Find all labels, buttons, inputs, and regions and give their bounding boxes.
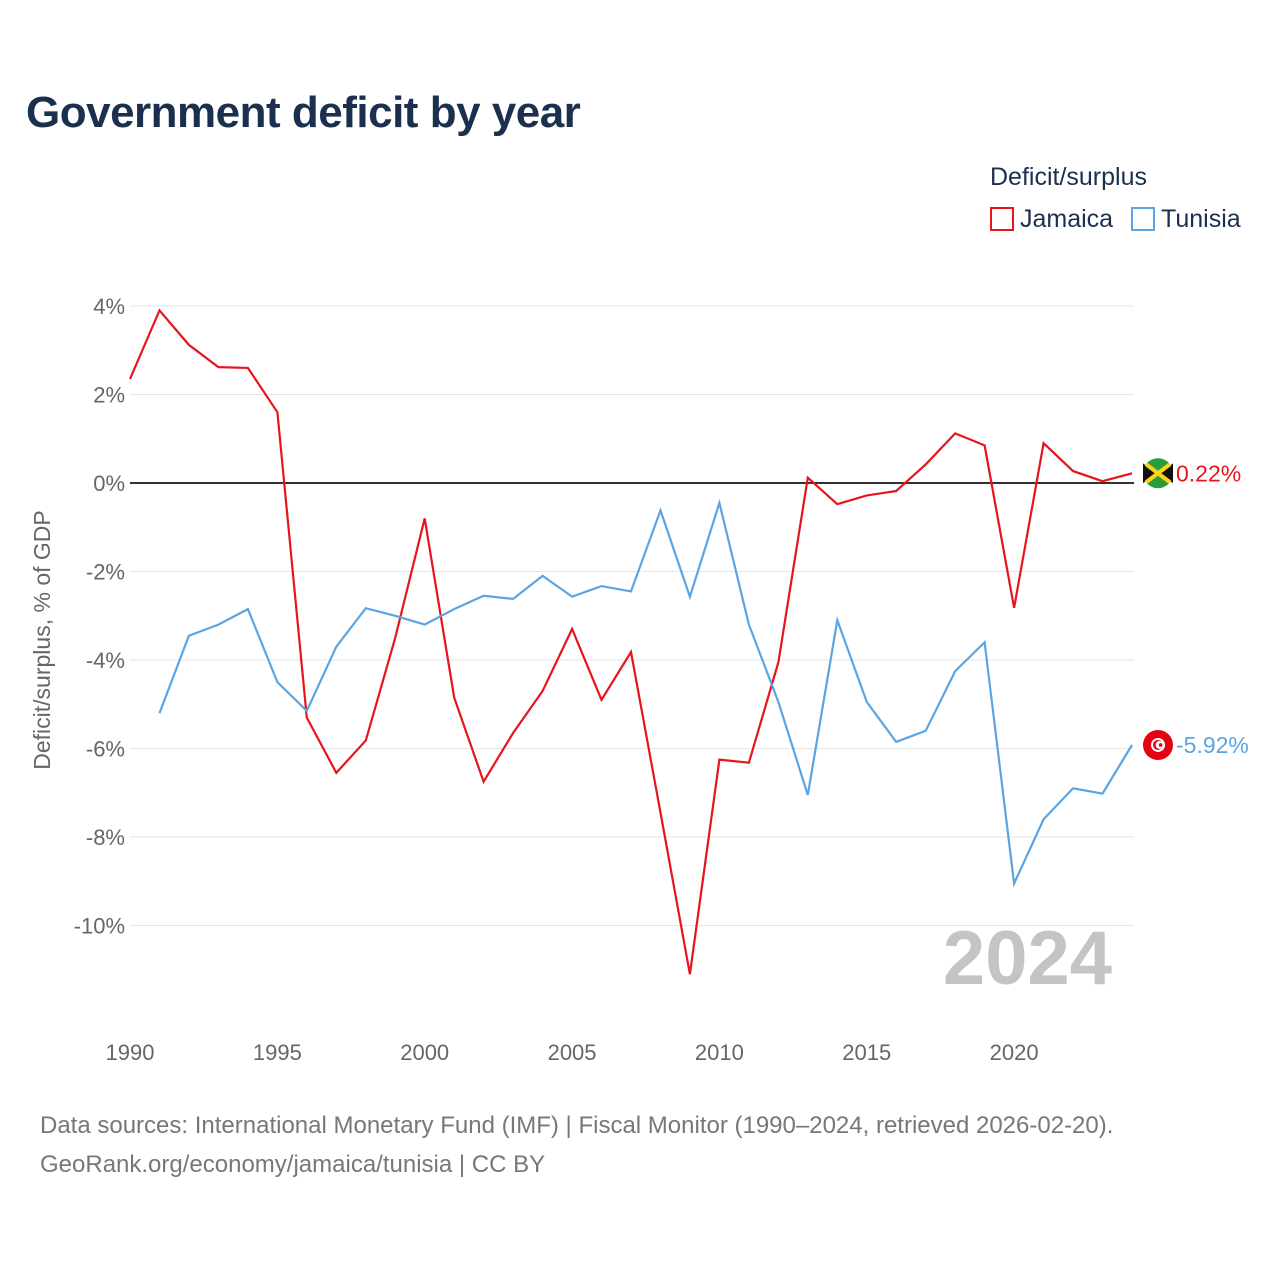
flag-saltire [1144, 462, 1172, 484]
legend-title: Deficit/surplus [990, 163, 1147, 191]
legend-swatch-tunisia [1131, 207, 1155, 231]
y-tick-label: -6% [86, 737, 125, 762]
tunisia-flag-icon [1143, 729, 1173, 760]
flag-hoist [1143, 463, 1155, 484]
x-tick-label: 1990 [106, 1040, 155, 1065]
y-tick-label: -2% [86, 560, 125, 585]
line-chart: 4% 2% 0% -2% -4% -6% -8% -10% 1990 1995 2000 2005 2… [29, 294, 1249, 1065]
legend-label-tunisia: Tunisia [1161, 204, 1241, 233]
series-line-tunisia [158, 498, 1133, 888]
legend-swatch-jamaica [990, 207, 1014, 231]
x-tick-label: 2015 [842, 1040, 891, 1065]
x-tick-label: 2005 [548, 1040, 597, 1065]
end-value-label-tunisia: -5.92% [1176, 732, 1249, 758]
y-tick-label: 0% [93, 471, 125, 496]
footer: Data sources: International Monetary Fun… [40, 1106, 1250, 1184]
y-tick-label: -10% [74, 914, 125, 939]
year-watermark: 2024 [943, 916, 1112, 1001]
y-axis-ticks: 4% 2% 0% -2% -4% -6% -8% -10% [74, 294, 125, 939]
x-tick-label: 2000 [400, 1040, 449, 1065]
y-tick-label: -4% [86, 648, 125, 673]
chart-title: Government deficit by year [26, 88, 581, 137]
x-tick-label: 2010 [695, 1040, 744, 1065]
y-tick-label: -8% [86, 825, 125, 850]
series-lines [128, 308, 1133, 975]
legend-label-jamaica: Jamaica [1020, 204, 1114, 233]
flag-fly [1161, 463, 1173, 484]
gridlines [130, 305, 1134, 926]
x-axis-ticks: 1990 1995 2000 2005 2010 2015 2020 [106, 1040, 1039, 1065]
legend-item-jamaica[interactable]: Jamaica [990, 204, 1113, 234]
end-value-label-jamaica: 0.22% [1176, 460, 1241, 486]
y-axis-label: Deficit/surplus, % of GDP [29, 510, 55, 769]
y-tick-label: 2% [93, 383, 125, 408]
attribution-link[interactable]: GeoRank.org/economy/jamaica/tunisia | CC… [40, 1151, 546, 1178]
y-tick-label: 4% [93, 294, 125, 319]
jamaica-flag-icon [1143, 458, 1173, 489]
x-tick-label: 2020 [990, 1040, 1039, 1065]
flag-star [1158, 743, 1163, 747]
legend-item-tunisia[interactable]: Tunisia [1131, 204, 1241, 234]
x-tick-label: 1995 [253, 1040, 302, 1065]
data-source-text: Data sources: International Monetary Fun… [40, 1112, 1114, 1139]
series-line-jamaica [128, 308, 1133, 975]
end-markers: 0.22% -5.92% [1143, 458, 1249, 760]
